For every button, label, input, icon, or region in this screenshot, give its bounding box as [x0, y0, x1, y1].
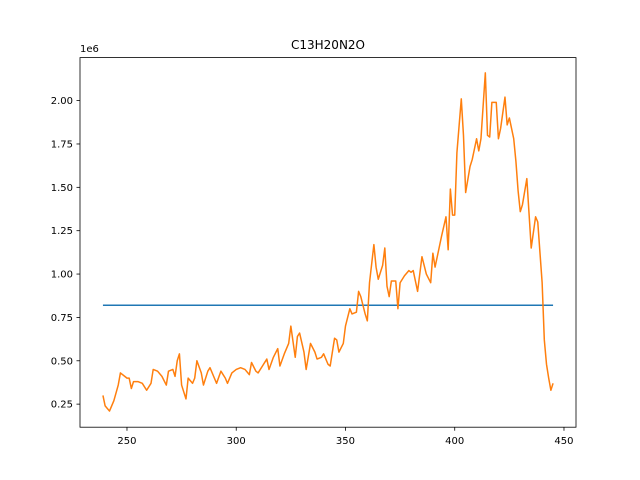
x-tick-label: 250 [117, 436, 136, 447]
chart-title: C13H20N2O [291, 38, 365, 52]
y-offset-label: 1e6 [80, 44, 99, 55]
x-tick-label: 400 [445, 436, 464, 447]
y-tick-label: 0.75 [51, 313, 73, 324]
x-tick-label: 450 [554, 436, 573, 447]
y-tick-label: 1.75 [51, 139, 73, 150]
y-tick-label: 0.50 [51, 356, 73, 367]
axes-frame [79, 57, 577, 428]
y-tick-label: 1.50 [51, 183, 73, 194]
x-tick-label: 350 [336, 436, 355, 447]
y-tick-label: 2.00 [51, 96, 73, 107]
y-tick-label: 1.25 [51, 226, 73, 237]
y-tick-label: 0.25 [51, 400, 73, 411]
x-tick-label: 300 [227, 436, 246, 447]
data-line [102, 72, 554, 412]
y-tick-label: 1.00 [51, 270, 73, 281]
